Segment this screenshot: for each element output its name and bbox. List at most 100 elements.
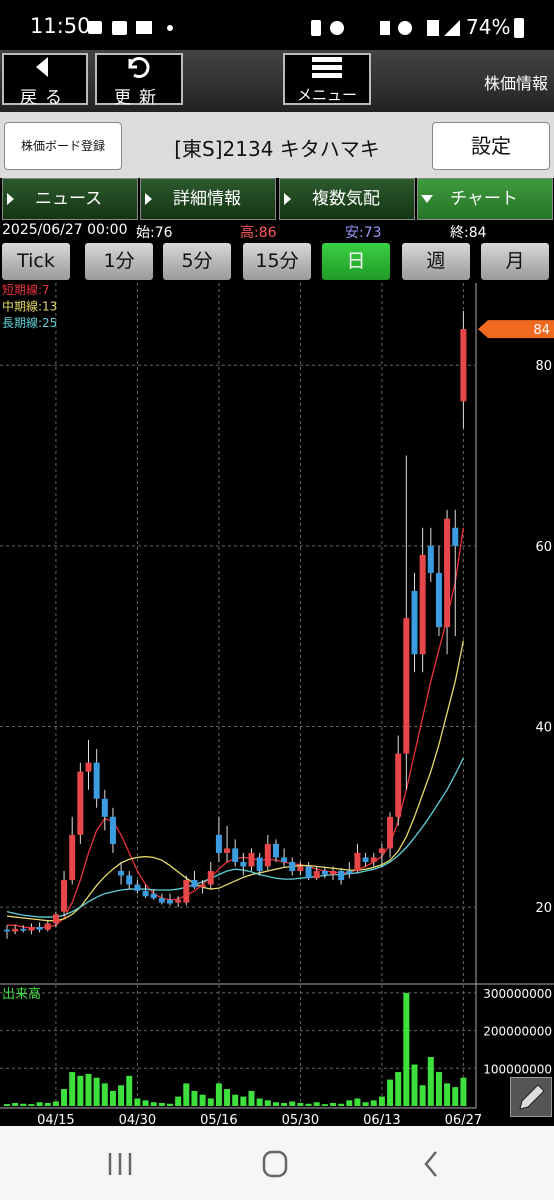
header-bar bbox=[0, 50, 554, 112]
y-tick-label: 60 bbox=[535, 540, 552, 555]
candle-body bbox=[126, 875, 133, 885]
status-icons bbox=[88, 18, 524, 38]
x-tick-label: 05/16 bbox=[200, 1113, 237, 1126]
candle-body bbox=[52, 914, 59, 924]
volume-bar bbox=[338, 1103, 345, 1106]
volume-bar bbox=[272, 1102, 279, 1106]
volume-bar bbox=[460, 1077, 467, 1106]
candle-body bbox=[403, 618, 410, 754]
candle-body bbox=[281, 857, 288, 862]
candle-body bbox=[28, 927, 35, 931]
candle-body bbox=[248, 852, 255, 867]
chart: 20 40 60 80 100000000 200000000 300000000 04/15… bbox=[0, 282, 554, 1126]
candle-body bbox=[387, 816, 394, 849]
moving-average-line bbox=[6, 640, 465, 922]
tab[interactable]: チャート bbox=[417, 178, 553, 220]
legend-label: 中期線:13 bbox=[2, 299, 57, 314]
x-tick-label: 06/27 bbox=[445, 1113, 482, 1126]
volume-bar bbox=[419, 1085, 426, 1106]
legend-label: 長期線:25 bbox=[2, 315, 57, 330]
candle-body bbox=[460, 329, 467, 402]
x-tick-label: 06/13 bbox=[363, 1113, 400, 1126]
status-battery: 74% bbox=[466, 15, 511, 39]
volume-bar bbox=[248, 1090, 255, 1106]
volume-bar bbox=[378, 1096, 385, 1106]
candle-body bbox=[85, 762, 92, 772]
tab[interactable]: ニュース bbox=[2, 178, 138, 220]
volume-bar bbox=[444, 1083, 451, 1106]
back-nav-button[interactable] bbox=[424, 1151, 437, 1177]
volume-bar bbox=[150, 1102, 157, 1106]
tab-arrows bbox=[7, 193, 433, 205]
volume-bar bbox=[256, 1098, 263, 1106]
candle-body bbox=[289, 861, 296, 871]
moving-average-line bbox=[7, 527, 465, 929]
volume-bar bbox=[20, 1103, 27, 1106]
volume-bar bbox=[395, 1072, 402, 1106]
volume-bar bbox=[330, 1102, 336, 1106]
volume-tick-label: 200000000 bbox=[483, 1025, 552, 1039]
candle-body bbox=[297, 866, 304, 871]
candle-body bbox=[101, 798, 108, 817]
info-close: 終:84 bbox=[450, 225, 487, 241]
timeframe-button[interactable]: 5分 bbox=[163, 243, 231, 280]
volume-bar bbox=[69, 1072, 76, 1106]
volume-bar bbox=[183, 1083, 190, 1106]
candle-body bbox=[118, 871, 125, 876]
candle-body bbox=[435, 572, 442, 628]
candle-body bbox=[191, 880, 198, 888]
volume-bar bbox=[452, 1087, 459, 1106]
home-button[interactable] bbox=[262, 1150, 288, 1178]
candle-body bbox=[224, 848, 231, 853]
timeframe-button[interactable]: 日 bbox=[322, 243, 390, 280]
register-button[interactable]: 株価ボード登録 bbox=[4, 122, 122, 170]
volume-bar bbox=[175, 1096, 182, 1106]
timeframe-button[interactable]: 15分 bbox=[243, 243, 311, 280]
timeframe-button[interactable]: Tick bbox=[2, 243, 70, 280]
refresh-button[interactable]: 更新 bbox=[95, 53, 183, 108]
candle-body bbox=[175, 899, 182, 903]
candle-body bbox=[362, 857, 369, 862]
tab[interactable]: 詳細情報 bbox=[140, 178, 276, 220]
nav-bar bbox=[0, 1126, 554, 1200]
volume-bar bbox=[126, 1075, 133, 1106]
x-tick-label: 05/30 bbox=[282, 1113, 319, 1126]
candle-body bbox=[134, 884, 141, 891]
candle-body bbox=[378, 848, 385, 853]
candle-body bbox=[346, 871, 353, 874]
candle-body bbox=[4, 929, 10, 932]
volume-bar bbox=[370, 1100, 377, 1106]
volume-bar bbox=[403, 992, 410, 1106]
tab[interactable]: 複数気配 bbox=[279, 178, 415, 220]
candle-body bbox=[419, 554, 426, 655]
candle-body bbox=[395, 753, 402, 817]
info-high: 高:86 bbox=[240, 225, 277, 241]
volume-bar bbox=[52, 1101, 59, 1106]
candle-body bbox=[61, 880, 68, 912]
volume-bar bbox=[281, 1102, 288, 1106]
moving-average-line bbox=[6, 757, 464, 918]
volume-bar bbox=[12, 1102, 19, 1106]
candle-body bbox=[142, 890, 149, 897]
volume-bar bbox=[101, 1083, 108, 1106]
candle-body bbox=[256, 857, 263, 871]
edit-button[interactable] bbox=[510, 1077, 552, 1117]
candle-body bbox=[240, 861, 247, 867]
volume-bar bbox=[346, 1100, 353, 1106]
volume-bar bbox=[4, 1104, 10, 1106]
volume-tick-label: 300000000 bbox=[483, 987, 552, 1001]
y-tick-label: 20 bbox=[535, 901, 552, 916]
timeframe-button[interactable]: 月 bbox=[481, 243, 549, 280]
candle-body bbox=[411, 591, 418, 655]
volume-bar bbox=[28, 1104, 35, 1106]
candle-body bbox=[215, 834, 222, 853]
settings-button[interactable]: 設定 bbox=[432, 122, 550, 170]
y-tick-label: 40 bbox=[535, 720, 552, 735]
timeframe-button[interactable]: 週 bbox=[402, 243, 470, 280]
volume-bar bbox=[85, 1073, 92, 1106]
volume-bar bbox=[435, 1072, 442, 1106]
candle-body bbox=[207, 871, 214, 885]
recents-button[interactable] bbox=[108, 1153, 132, 1175]
timeframe-button[interactable]: 1分 bbox=[85, 243, 153, 280]
